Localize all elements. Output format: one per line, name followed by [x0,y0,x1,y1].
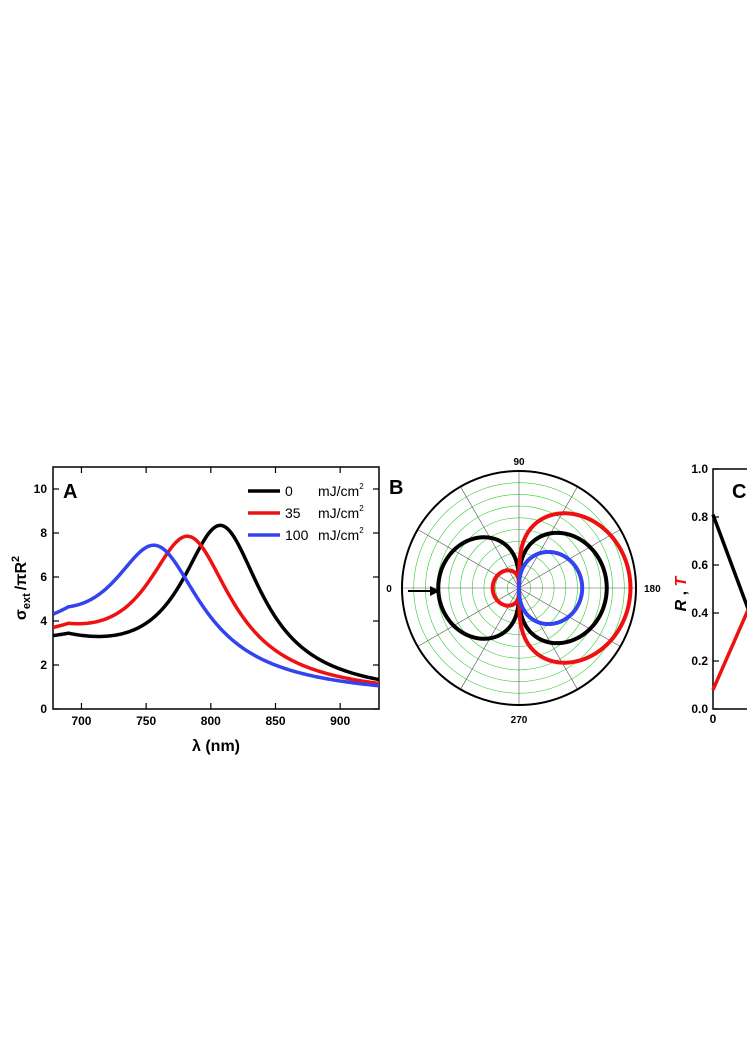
panel-c: C 0.0 0.2 0.4 0.6 0.8 1.0 0 R , T [673,462,747,726]
x-tick-label: 700 [71,714,91,728]
panel-a-plot-frame [52,466,380,710]
y-tick-label: 6 [40,570,47,584]
panel-c-series-T [711,607,747,691]
panel-a-label: A [63,481,77,503]
panel-c-y-tick-label: 0.6 [691,558,708,572]
legend-label-35: 35 [285,505,301,521]
legend-unit-sup: 2 [359,526,364,535]
y-tick-label: 2 [40,658,47,672]
series-line-100 [53,543,379,688]
incident-arrow-head [430,586,440,596]
polar-series-0 [436,530,609,646]
legend-label-0: 0 [285,483,293,499]
polar-series [436,511,633,665]
panel-a-x-axis-title: λ (nm) [192,738,240,755]
polar-grid-spoke [417,529,520,589]
panel-c-y-tick-label: 0.0 [691,702,708,716]
panel-c-series-R [711,513,747,612]
panel-c-plot-frame [712,468,747,710]
y-tick-label: 4 [40,614,47,628]
panel-c-y-title-r: R [673,599,690,611]
y-tick-label: 0 [40,702,47,716]
panel-a-x-ticks: 700 750 800 850 900 [71,467,351,728]
polar-label-180: 180 [644,584,661,595]
panel-a-y-axis-title: σext/πR2 [10,556,33,620]
y-title-sub: ext [21,593,33,609]
panel-a-legend: 0 mJ/cm2 35 mJ/cm2 100 mJ/cm2 [248,482,364,543]
panel-a-series [53,523,379,688]
panel-c-y-tick-label: 0.2 [691,654,708,668]
panel-c-y-axis-title: R , T [673,575,690,611]
legend-unit-sup: 2 [359,504,364,513]
polar-series-2 [516,549,585,627]
polar-label-0: 0 [386,584,392,595]
y-title-sigma: σ [13,609,30,620]
panel-c-series [711,513,747,691]
y-tick-label: 10 [34,482,48,496]
polar-grid-spoke [518,587,578,690]
y-title-rest: /πR [13,562,30,591]
panel-c-y-title-t: T [673,575,690,586]
legend-label-100: 100 [285,527,309,543]
panel-c-y-title-sep: , [673,586,690,599]
x-tick-label: 850 [265,714,285,728]
panel-b: B 90 0 180 270 [386,457,661,726]
panel-a: A 700 750 800 850 900 0 2 4 6 8 10 0 mJ/cm2 35 mJ/cm… [10,466,380,755]
panel-a-y-ticks: 0 2 4 6 8 10 [34,482,379,716]
incident-arrow [408,586,440,596]
series-line-0 [53,523,379,682]
legend-unit: mJ/cm2 [318,482,364,499]
panel-c-label: C [732,481,746,503]
series-line-35 [53,534,379,686]
panel-c-x-tick-label: 0 [710,712,717,726]
panel-b-label: B [389,477,403,499]
y-title-sup: 2 [10,556,22,562]
panel-c-y-tick-label: 0.4 [691,606,708,620]
polar-series-1 [490,511,633,665]
polar-label-90: 90 [513,457,525,468]
polar-grid-spoke [518,486,578,589]
polar-label-270: 270 [511,715,528,726]
x-tick-label: 800 [201,714,221,728]
legend-unit-sup: 2 [359,482,364,491]
panel-c-y-ticks: 0.0 0.2 0.4 0.6 0.8 1.0 [691,462,719,716]
polar-outer-circle [401,470,637,706]
legend-unit: mJ/cm2 [318,504,364,521]
legend-unit: mJ/cm2 [318,526,364,543]
x-tick-label: 750 [136,714,156,728]
y-tick-label: 8 [40,526,47,540]
panel-c-x-ticks: 0 [710,712,717,726]
polar-grid-spoke [417,587,520,647]
x-tick-label: 900 [330,714,350,728]
panel-c-y-tick-label: 1.0 [691,462,708,476]
panel-c-y-tick-label: 0.8 [691,510,708,524]
